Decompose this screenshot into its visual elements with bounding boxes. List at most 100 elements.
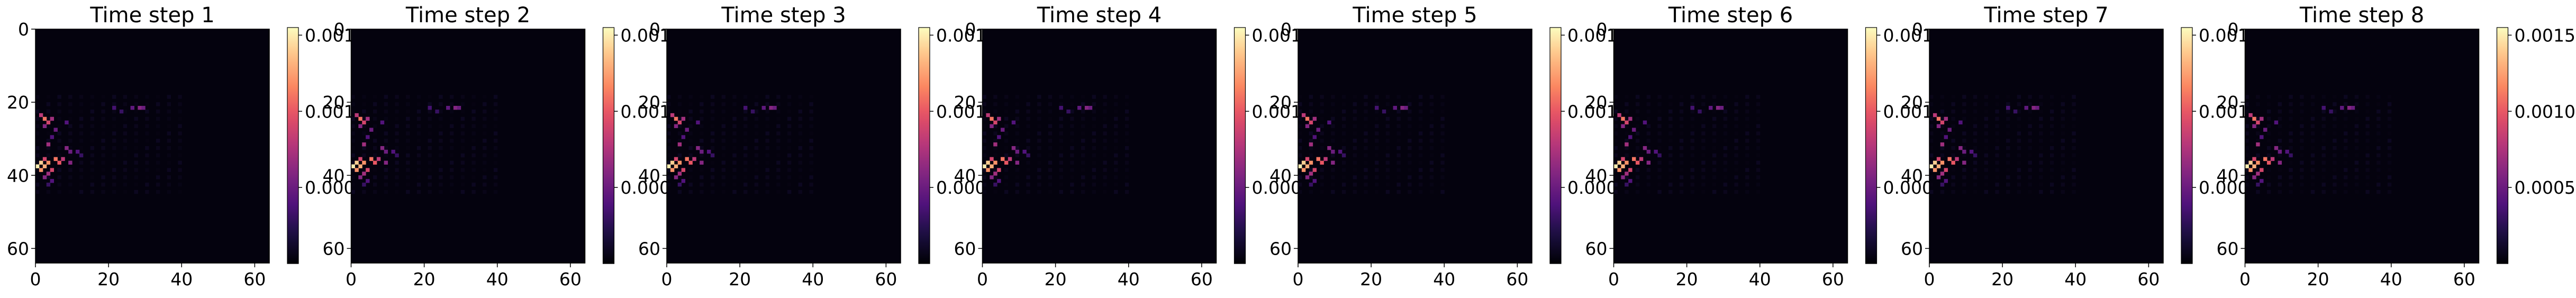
heatmap-cell (366, 168, 370, 172)
heatmap-cell (493, 95, 498, 99)
heatmap-cell (1429, 189, 1434, 194)
heatmap-cell (1973, 109, 1978, 114)
heatmap-cell (2354, 102, 2359, 106)
colorbar (2181, 27, 2193, 264)
heatmap-cell (1312, 116, 1317, 121)
heatmap-cell (2278, 153, 2282, 158)
heatmap-cell (483, 175, 487, 179)
heatmap-cell (1048, 102, 1053, 106)
heatmap-cell (416, 116, 421, 121)
heatmap-cell (1936, 164, 1941, 168)
heatmap-cell (471, 160, 476, 165)
heatmap-cell (2039, 175, 2043, 179)
heatmap-cell (384, 109, 388, 114)
heatmap-cell (1635, 139, 1640, 143)
heatmap-cell (2061, 146, 2065, 150)
heatmap-cell (750, 109, 755, 114)
heatmap-cell (2017, 168, 2021, 172)
heatmap-cell (2333, 175, 2337, 179)
heatmap-cell (1124, 124, 1129, 128)
heatmap-cell (1973, 102, 1978, 106)
heatmap-cell (1962, 109, 1966, 114)
heatmap-cell (1701, 139, 1706, 143)
heatmap-cell (57, 153, 61, 158)
heatmap-cell (1984, 116, 1988, 121)
heatmap-cell (2017, 175, 2021, 179)
heatmap-cell (765, 131, 769, 136)
heatmap-cell (1657, 153, 1662, 158)
heatmap-cell (1756, 153, 1761, 158)
heatmap-cell (1022, 149, 1027, 154)
heatmap-cell (156, 153, 160, 158)
heatmap-cell (1037, 116, 1041, 121)
heatmap-cell (1929, 139, 1934, 143)
heatmap-cell (990, 164, 994, 168)
heatmap-cell (79, 109, 84, 114)
heatmap-cell (1933, 160, 1937, 165)
y-tick-label: 20 (954, 92, 976, 113)
heatmap-cell (1385, 183, 1390, 187)
heatmap-cell (2300, 146, 2304, 150)
heatmap-cell (1940, 146, 1945, 150)
heatmap-cell (1320, 153, 1324, 158)
heatmap-cell (406, 168, 410, 172)
heatmap-cell (1984, 95, 1988, 99)
heatmap-cell (493, 116, 498, 121)
heatmap-background (982, 29, 1217, 263)
heatmap-cell (1951, 102, 1955, 106)
heatmap-cell (2354, 175, 2359, 179)
heatmap-cell (2028, 160, 2032, 165)
heatmap-cell (710, 95, 715, 99)
heatmap-cell (145, 116, 149, 121)
heatmap-cell (1320, 160, 1324, 165)
heatmap-cell (700, 168, 704, 172)
heatmap-cell (1625, 146, 1629, 150)
heatmap-cell (1951, 116, 1955, 121)
heatmap-cell (439, 153, 443, 158)
heatmap-cell (674, 124, 678, 128)
heatmap-cell (1059, 189, 1063, 194)
heatmap-cell (416, 95, 421, 99)
heatmap-cell (384, 168, 388, 172)
heatmap-cell (460, 95, 465, 99)
heatmap-cell (90, 131, 94, 136)
heatmap-cell (1418, 131, 1423, 136)
heatmap-cell (1712, 168, 1717, 172)
heatmap-cell (2343, 124, 2348, 128)
heatmap-cell (1026, 153, 1030, 158)
heatmap-cell (1940, 142, 1945, 147)
heatmap-cell (1037, 139, 1041, 143)
heatmap-cell (2049, 168, 2054, 172)
heatmap-cell (1385, 139, 1390, 143)
heatmap-cell (2266, 168, 2271, 172)
heatmap-cell (471, 168, 476, 172)
heatmap-cell (1385, 168, 1390, 172)
heatmap-cell (2049, 146, 2054, 150)
heatmap-cell (134, 160, 138, 165)
heatmap-cell (2035, 106, 2039, 110)
heatmap-cell (2343, 183, 2348, 187)
heatmap-cell (667, 95, 671, 99)
heatmap-cell (982, 102, 986, 106)
heatmap-cell (776, 109, 781, 114)
heatmap-cell (1114, 139, 1118, 143)
heatmap-cell (1429, 124, 1434, 128)
heatmap-cell (1305, 124, 1310, 128)
heatmap-cell (406, 175, 410, 179)
heatmap-cell (1114, 189, 1118, 194)
heatmap-cell (1103, 153, 1107, 158)
heatmap-cell (993, 153, 997, 158)
heatmap-cell (50, 179, 55, 183)
heatmap-cell (1396, 139, 1401, 143)
heatmap-cell (1635, 189, 1640, 194)
heatmap-cell (1353, 153, 1357, 158)
heatmap-cell (439, 102, 443, 106)
heatmap-cell (1712, 146, 1717, 150)
heatmap-cell (1103, 160, 1107, 165)
heatmap-cell (2321, 153, 2326, 158)
heatmap-cell (369, 128, 374, 132)
heatmap-cell (1081, 175, 1085, 179)
heatmap-cell (1613, 189, 1618, 194)
heatmap-cell (1298, 160, 1302, 165)
heatmap-cell (1643, 120, 1647, 125)
